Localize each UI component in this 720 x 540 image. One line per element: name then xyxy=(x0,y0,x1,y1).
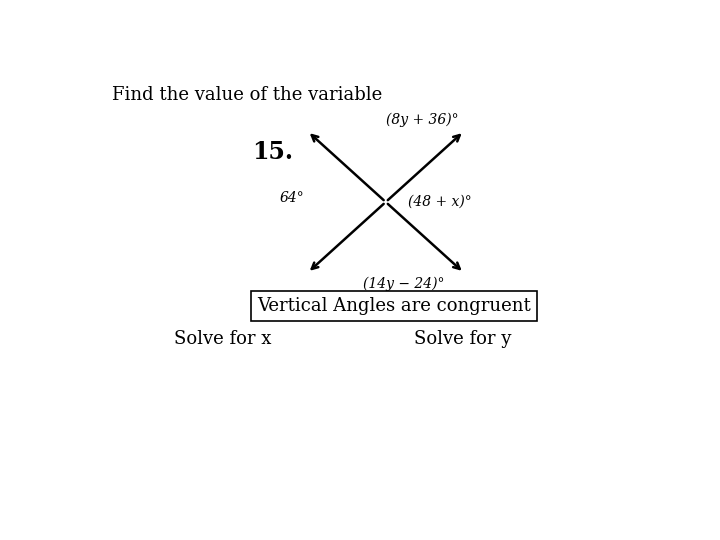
Text: Solve for y: Solve for y xyxy=(413,330,511,348)
Text: 15.: 15. xyxy=(252,140,293,164)
Text: 64°: 64° xyxy=(280,191,305,205)
Text: (48 + x)°: (48 + x)° xyxy=(408,195,472,209)
Text: Find the value of the variable: Find the value of the variable xyxy=(112,85,382,104)
Text: (14y − 24)°: (14y − 24)° xyxy=(364,277,445,291)
Text: Vertical Angles are congruent: Vertical Angles are congruent xyxy=(258,297,531,315)
Text: (8y + 36)°: (8y + 36)° xyxy=(386,113,459,127)
Text: Solve for x: Solve for x xyxy=(174,330,271,348)
